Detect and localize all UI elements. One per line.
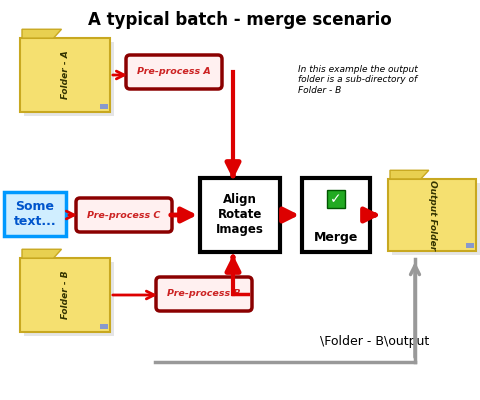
Text: Pre-process A: Pre-process A — [137, 68, 211, 76]
Polygon shape — [20, 38, 110, 112]
Text: Folder - A: Folder - A — [60, 51, 70, 99]
Polygon shape — [388, 179, 476, 251]
Text: A typical batch - merge scenario: A typical batch - merge scenario — [88, 11, 392, 29]
Text: ✓: ✓ — [330, 192, 342, 206]
Polygon shape — [24, 262, 114, 336]
FancyBboxPatch shape — [4, 192, 66, 236]
FancyBboxPatch shape — [156, 277, 252, 311]
FancyBboxPatch shape — [327, 190, 345, 208]
Text: Pre-process C: Pre-process C — [87, 210, 161, 220]
Text: Pre-process B: Pre-process B — [167, 290, 241, 298]
Polygon shape — [22, 249, 61, 258]
Bar — [100, 324, 108, 329]
Polygon shape — [20, 258, 110, 332]
Polygon shape — [390, 170, 429, 179]
Bar — [200, 178, 280, 252]
FancyBboxPatch shape — [126, 55, 222, 89]
Text: Merge: Merge — [314, 232, 358, 244]
Text: Align
Rotate
Images: Align Rotate Images — [216, 194, 264, 236]
Polygon shape — [22, 29, 61, 38]
Bar — [302, 178, 370, 252]
Text: In this example the output
folder is a sub-directory of
Folder - B: In this example the output folder is a s… — [298, 65, 418, 95]
Text: Output Folder: Output Folder — [428, 180, 436, 250]
Polygon shape — [392, 183, 480, 255]
Bar — [466, 243, 474, 248]
FancyBboxPatch shape — [76, 198, 172, 232]
Polygon shape — [24, 42, 114, 116]
Text: Folder - B: Folder - B — [60, 271, 70, 319]
Text: Some
text...: Some text... — [14, 200, 56, 228]
Bar — [100, 104, 108, 109]
Text: \Folder - B\output: \Folder - B\output — [320, 336, 429, 348]
